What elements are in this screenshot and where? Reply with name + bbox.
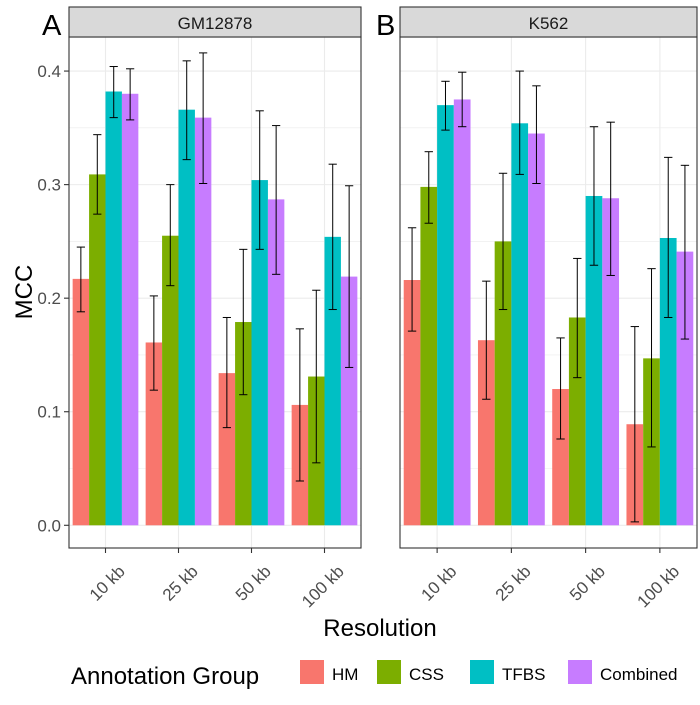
facet-tag: A	[42, 10, 62, 42]
bar	[659, 237, 677, 526]
facet-tag: B	[376, 10, 395, 42]
facet-strip	[399, 6, 698, 38]
bar	[453, 99, 471, 526]
bar	[235, 322, 252, 526]
bar	[552, 389, 569, 526]
bar	[585, 195, 603, 526]
bar	[251, 180, 268, 526]
bar	[194, 117, 212, 526]
x-tick-label: 50 kb	[566, 562, 609, 605]
facet-strip	[68, 6, 362, 38]
facet-strip-title: K562	[529, 14, 569, 33]
bar	[324, 236, 341, 526]
y-tick-label: 0.3	[37, 176, 61, 195]
y-axis-title: MCC	[11, 265, 38, 320]
legend-label: HM	[332, 665, 358, 684]
bar	[602, 198, 620, 526]
legend-label: TFBS	[502, 665, 545, 684]
bar	[218, 373, 236, 526]
bar	[494, 241, 512, 526]
x-tick-label: 100 kb	[298, 562, 348, 612]
bar	[340, 276, 358, 526]
legend-key	[568, 660, 592, 684]
legend-label: Combined	[600, 665, 678, 684]
bar	[477, 340, 495, 526]
bar	[145, 342, 163, 526]
bar	[568, 317, 586, 526]
legend-key	[470, 660, 494, 684]
y-tick-label: 0.2	[37, 289, 61, 308]
x-tick-label: 10 kb	[86, 562, 129, 605]
x-tick-label: 25 kb	[492, 562, 535, 605]
x-axis-title: Resolution	[323, 615, 436, 642]
legend-label: CSS	[409, 665, 444, 684]
bar	[105, 91, 122, 526]
bar	[267, 199, 285, 526]
bar	[676, 251, 694, 526]
y-tick-label: 0.4	[37, 62, 61, 81]
bar	[437, 105, 454, 526]
bar	[121, 93, 139, 526]
legend-key	[300, 660, 324, 684]
y-tick-label: 0.1	[37, 403, 61, 422]
x-tick-label: 25 kb	[159, 562, 202, 605]
legend-title: Annotation Group	[71, 663, 259, 690]
facet-strip-title: GM12878	[178, 14, 253, 33]
x-tick-label: 50 kb	[232, 562, 275, 605]
bar	[72, 278, 90, 526]
x-tick-label: 100 kb	[634, 562, 684, 612]
bar	[162, 235, 179, 526]
legend-key	[377, 660, 401, 684]
bar	[89, 174, 106, 526]
bar	[403, 280, 421, 526]
bar	[528, 133, 545, 526]
y-tick-label: 0.0	[37, 516, 61, 535]
bar	[420, 186, 438, 526]
bar	[511, 123, 529, 526]
bar	[178, 109, 195, 526]
x-tick-label: 10 kb	[418, 562, 461, 605]
